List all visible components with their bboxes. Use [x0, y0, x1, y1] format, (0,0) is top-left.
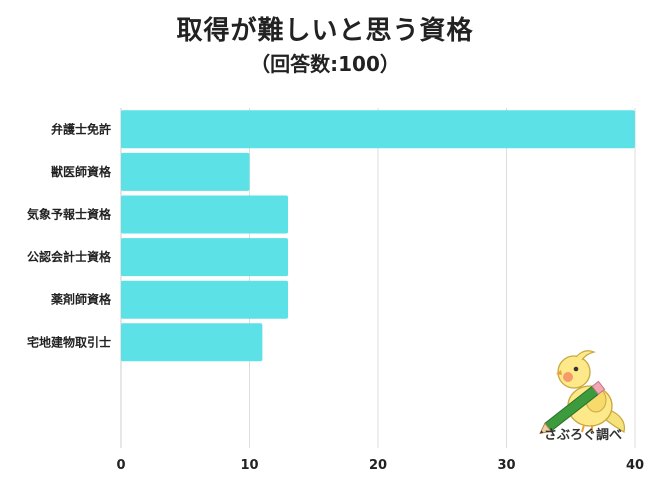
bar: [121, 238, 289, 277]
bird-mascot-icon: [539, 350, 626, 435]
x-tick-label: 10: [240, 458, 258, 473]
bar: [121, 323, 263, 362]
bar: [121, 110, 635, 149]
chart-title: 取得が難しいと思う資格: [176, 16, 474, 46]
chart-subtitle: （回答数:100）: [250, 52, 400, 76]
x-tick-label: 20: [369, 458, 387, 473]
x-tick-label: 40: [626, 458, 644, 473]
watermark-text: さぶろぐ調べ: [543, 428, 622, 443]
bar: [121, 195, 289, 234]
category-label: 獣医師資格: [51, 164, 112, 179]
category-label: 公認会計士資格: [27, 249, 112, 264]
x-tick-label: 30: [497, 458, 515, 473]
x-tick-label: 0: [116, 458, 125, 473]
bar: [121, 280, 289, 319]
bar: [121, 152, 250, 191]
category-label: 弁護士免許: [51, 121, 111, 136]
category-label: 気象予報士資格: [27, 207, 112, 222]
category-label: 薬剤師資格: [51, 292, 112, 307]
category-label: 宅地建物取引士: [27, 334, 111, 349]
